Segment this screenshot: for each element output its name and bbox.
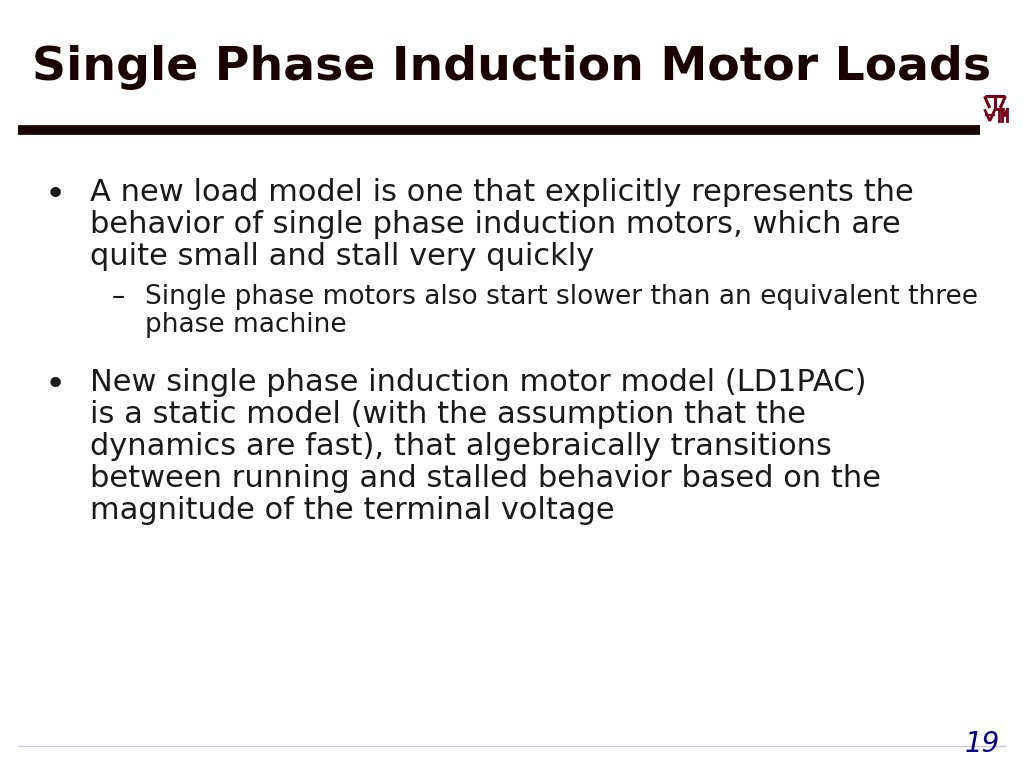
Text: is a static model (with the assumption that the: is a static model (with the assumption t… (90, 400, 806, 429)
Text: Single phase motors also start slower than an equivalent three: Single phase motors also start slower th… (145, 284, 978, 310)
Text: quite small and stall very quickly: quite small and stall very quickly (90, 242, 594, 271)
Text: –: – (112, 284, 125, 310)
Text: magnitude of the terminal voltage: magnitude of the terminal voltage (90, 496, 614, 525)
Text: Single Phase Induction Motor Loads: Single Phase Induction Motor Loads (33, 45, 991, 91)
Text: •: • (44, 368, 66, 402)
Text: between running and stalled behavior based on the: between running and stalled behavior bas… (90, 464, 881, 493)
Text: dynamics are fast), that algebraically transitions: dynamics are fast), that algebraically t… (90, 432, 831, 461)
Text: phase machine: phase machine (145, 312, 347, 338)
Text: New single phase induction motor model (LD1PAC): New single phase induction motor model (… (90, 368, 866, 397)
Text: A new load model is one that explicitly represents the: A new load model is one that explicitly … (90, 178, 913, 207)
Text: behavior of single phase induction motors, which are: behavior of single phase induction motor… (90, 210, 901, 239)
Text: 19: 19 (965, 730, 1000, 758)
Text: •: • (44, 178, 66, 212)
